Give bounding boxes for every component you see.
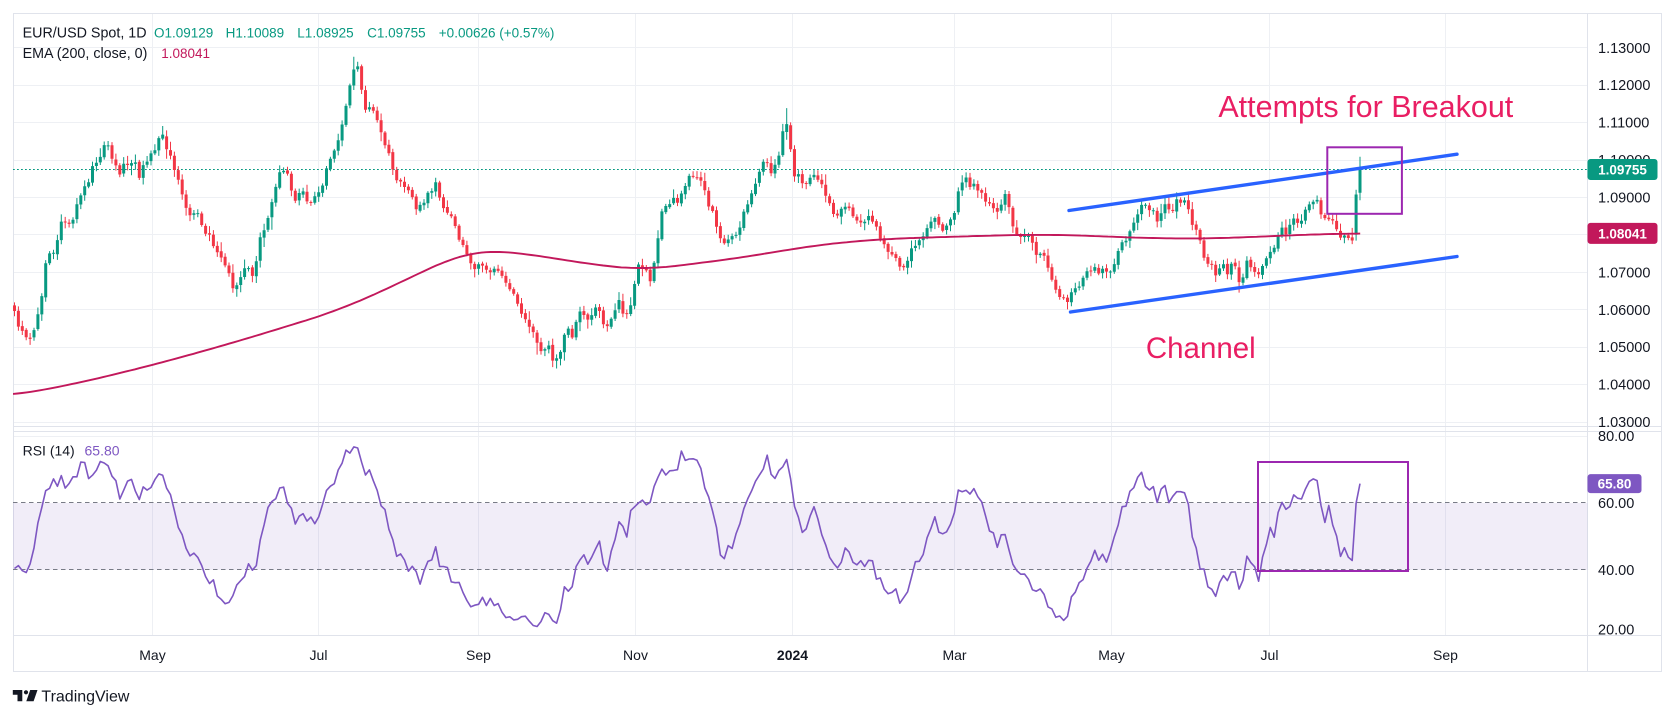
svg-text:EUR/USD Spot, 1D: EUR/USD Spot, 1D [23,26,147,42]
svg-text:1.06000: 1.06000 [1598,303,1650,319]
svg-text:1.05000: 1.05000 [1598,340,1650,356]
svg-text:C1.09755: C1.09755 [367,26,426,41]
svg-text:O1.09129: O1.09129 [154,26,213,41]
svg-text:2024: 2024 [777,647,808,663]
svg-text:1.11000: 1.11000 [1598,116,1649,132]
svg-text:20.00: 20.00 [1598,623,1634,639]
svg-text:H1.10089: H1.10089 [226,26,285,41]
svg-text:Jul: Jul [310,647,328,663]
svg-text:+0.00626 (+0.57%): +0.00626 (+0.57%) [439,26,555,41]
svg-text:1.13000: 1.13000 [1598,41,1650,57]
svg-text:60.00: 60.00 [1598,496,1634,512]
svg-text:1.08041: 1.08041 [161,46,210,61]
svg-text:1.12000: 1.12000 [1598,78,1650,94]
svg-text:65.80: 65.80 [85,443,120,459]
svg-text:TradingView: TradingView [41,689,129,706]
svg-text:Attempts for Breakout: Attempts for Breakout [1218,90,1513,124]
svg-text:May: May [1098,647,1124,663]
svg-text:1.09755: 1.09755 [1598,163,1647,178]
svg-text:1.09000: 1.09000 [1598,191,1650,207]
svg-text:May: May [139,647,165,663]
svg-text:Sep: Sep [466,647,491,663]
svg-text:80.00: 80.00 [1598,429,1634,445]
svg-text:Sep: Sep [1433,647,1458,663]
svg-text:Jul: Jul [1261,647,1279,663]
svg-text:65.80: 65.80 [1598,477,1632,492]
svg-text:L1.08925: L1.08925 [297,26,353,41]
svg-text:40.00: 40.00 [1598,563,1634,579]
svg-text:1.03000: 1.03000 [1598,415,1650,431]
svg-text:1.04000: 1.04000 [1598,378,1650,394]
svg-text:1.08041: 1.08041 [1598,226,1647,241]
svg-text:RSI (14): RSI (14) [23,443,75,459]
svg-text:1.07000: 1.07000 [1598,265,1650,281]
svg-text:Mar: Mar [942,647,966,663]
svg-text:Channel: Channel [1146,332,1256,365]
svg-text:EMA (200, close, 0): EMA (200, close, 0) [23,46,148,62]
svg-text:Nov: Nov [623,647,648,663]
